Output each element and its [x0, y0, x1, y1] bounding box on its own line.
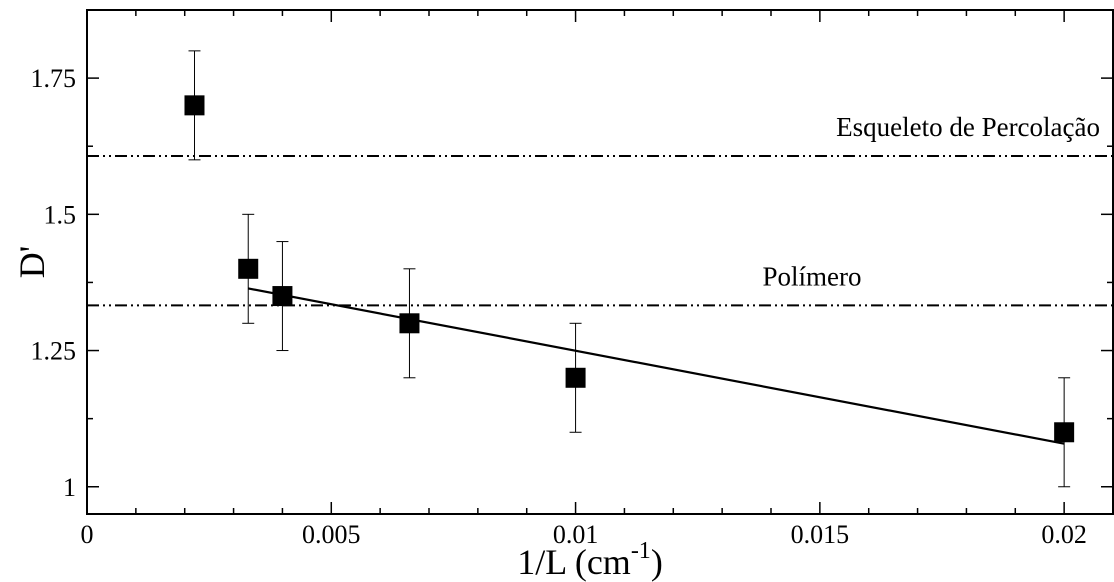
x-tick-label: 0.005: [302, 520, 361, 549]
y-tick-label: 1.5: [44, 200, 77, 229]
fit-line-group: [248, 287, 1065, 445]
x-tick-label: 0.01: [553, 520, 599, 549]
x-axis-title: 1/L (cm-1): [517, 538, 663, 582]
data-markers: [184, 95, 1075, 443]
fit-line: [248, 287, 1065, 445]
data-point: [1054, 422, 1075, 443]
reference-lines: [87, 155, 1113, 307]
x-axis-title-main: 1/L (cm: [517, 542, 631, 582]
x-axis-ticks: 0 0.005 0.01 0.015 0.02: [81, 10, 1114, 549]
reference-line-label: Polímero: [763, 261, 862, 291]
y-axis-ticks: 1 1.25 1.5 1.75: [31, 9, 1113, 502]
x-tick-label: 0: [81, 520, 94, 549]
x-axis-title-close: ): [651, 542, 663, 582]
x-axis-title-superscript: -1: [631, 538, 651, 564]
y-tick-label: 1.75: [31, 64, 77, 93]
x-tick-label: 0.015: [791, 520, 850, 549]
data-point: [184, 95, 205, 116]
reference-line-labels: Esqueleto de Percolação Polímero: [763, 112, 1101, 291]
plot-frame: [86, 9, 1114, 515]
data-point: [272, 286, 293, 307]
y-tick-label: 1: [63, 473, 76, 502]
data-point: [565, 367, 586, 388]
y-axis-title: D': [12, 246, 52, 278]
reference-line-label: Esqueleto de Percolação: [836, 112, 1100, 142]
data-point: [238, 258, 259, 279]
x-tick-label: 0.02: [1041, 520, 1087, 549]
data-point: [399, 313, 420, 334]
y-tick-label: 1.25: [31, 337, 77, 366]
